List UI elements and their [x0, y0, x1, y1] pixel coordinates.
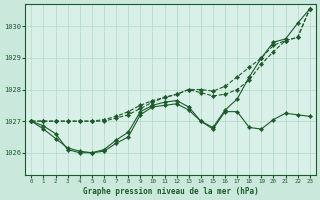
X-axis label: Graphe pression niveau de la mer (hPa): Graphe pression niveau de la mer (hPa)	[83, 187, 259, 196]
